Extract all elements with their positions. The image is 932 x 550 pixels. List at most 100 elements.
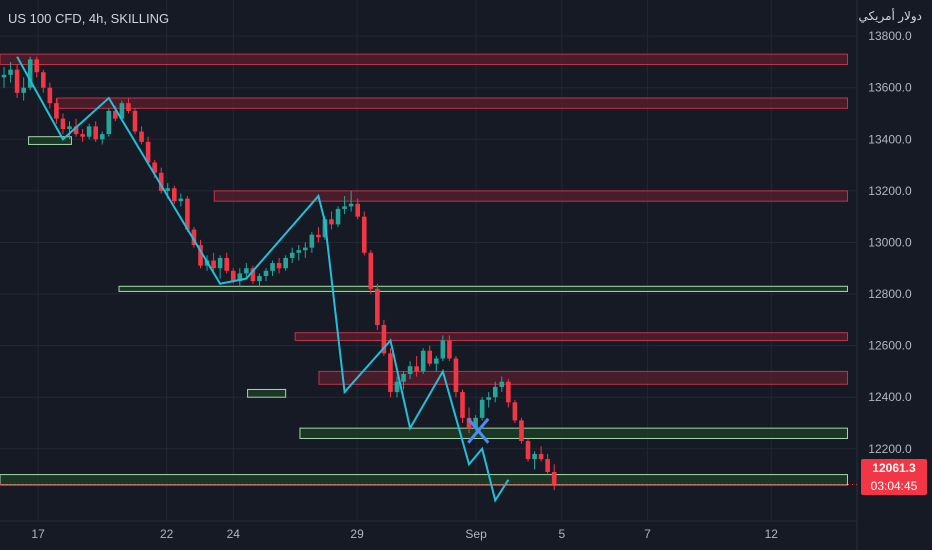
candle <box>14 64 20 99</box>
cross-marker-stroke <box>467 417 490 444</box>
candle <box>434 355 439 372</box>
x-tick-label: 29 <box>350 527 364 541</box>
candle-body <box>54 103 59 119</box>
candle <box>368 250 374 295</box>
candle <box>27 56 33 91</box>
price-axis[interactable]: 13800.0 13600.0 13400.0 13200.0 13000.0 12800… <box>868 29 912 456</box>
resistance-zone <box>0 53 848 65</box>
x-tick-label: Sep <box>465 527 487 541</box>
resistance-zone <box>213 190 848 202</box>
candle <box>394 376 400 398</box>
candle-body <box>86 126 92 137</box>
candle-body <box>512 402 518 421</box>
candle <box>126 98 131 114</box>
candle <box>93 121 98 142</box>
candle-body <box>99 134 105 140</box>
support-zone <box>118 285 848 292</box>
x-tick-label: 22 <box>160 527 174 541</box>
candle-body <box>126 103 131 111</box>
candle-body <box>460 392 465 418</box>
candle-body <box>263 270 269 276</box>
currency-label: دولار أمريكي <box>858 9 922 23</box>
candle-body <box>551 471 557 485</box>
candle <box>198 239 203 269</box>
symbol-title[interactable]: US 100 CFD, 4h, SKILLING <box>8 11 170 26</box>
candle <box>512 399 518 423</box>
candle-body <box>342 206 347 209</box>
candle <box>47 82 53 109</box>
candle-body <box>407 366 413 374</box>
candle-body <box>34 59 40 73</box>
candle <box>67 121 72 140</box>
y-tick-label: 13200.0 <box>868 184 912 198</box>
y-tick-label: 12800.0 <box>868 287 912 301</box>
candle-body <box>545 459 550 472</box>
candle <box>54 98 59 124</box>
candle-body <box>473 417 478 429</box>
candle-body <box>335 208 341 225</box>
y-tick-label: 12600.0 <box>868 339 912 353</box>
y-tick-label: 12400.0 <box>868 390 912 404</box>
candle <box>440 335 446 362</box>
candle <box>388 348 393 398</box>
support-zone <box>0 474 848 486</box>
zigzag-layer <box>16 56 510 503</box>
candle-body <box>283 257 288 269</box>
candle <box>86 123 92 140</box>
candle <box>361 211 367 256</box>
y-tick-label: 13000.0 <box>868 235 912 249</box>
candle-body <box>447 340 452 359</box>
candle-body <box>427 350 433 364</box>
x-tick-label: 12 <box>765 527 779 541</box>
candle <box>217 255 223 279</box>
x-tick-label: 17 <box>31 527 45 541</box>
candle-body <box>414 366 419 372</box>
candle-body <box>211 260 216 269</box>
candle-body <box>47 87 53 104</box>
candle <box>355 198 360 220</box>
candle-body <box>381 324 387 354</box>
candle-body <box>60 118 66 129</box>
candle-body <box>394 381 400 393</box>
candle <box>479 397 485 421</box>
candle-body <box>257 275 262 282</box>
candle <box>263 268 269 282</box>
candle <box>401 371 406 390</box>
candle <box>139 126 144 145</box>
candle <box>250 265 256 284</box>
support-zone <box>247 388 287 398</box>
candle-body <box>486 397 491 400</box>
bar-countdown-badge: 03:04:45 <box>861 477 927 495</box>
x-tick-label: 5 <box>558 527 565 541</box>
candle-body <box>139 131 144 142</box>
candle <box>8 61 13 83</box>
candle <box>486 392 491 408</box>
y-tick-label: 13600.0 <box>868 81 912 95</box>
candle <box>381 319 387 356</box>
candle-body <box>388 353 393 393</box>
candle-body <box>217 257 223 269</box>
candle <box>99 131 105 145</box>
candle-body <box>519 420 524 442</box>
candle-body <box>453 358 459 393</box>
candle-body <box>289 252 295 258</box>
candle <box>158 167 164 194</box>
candle-body <box>132 110 138 132</box>
candle-body <box>8 69 13 75</box>
candle <box>492 381 498 403</box>
time-axis[interactable]: 17 22 24 29 Sep 5 7 12 <box>31 527 778 541</box>
candle <box>41 69 46 93</box>
zigzag-line <box>16 56 510 503</box>
candle <box>244 263 249 279</box>
candle <box>420 348 426 374</box>
candle <box>545 453 550 475</box>
candle <box>211 252 216 274</box>
candle <box>538 446 544 462</box>
candle <box>257 273 262 287</box>
candle-layer <box>1 56 557 491</box>
candle-body <box>172 188 177 202</box>
y-tick-label: 12200.0 <box>868 442 912 456</box>
candle-body <box>158 172 164 191</box>
